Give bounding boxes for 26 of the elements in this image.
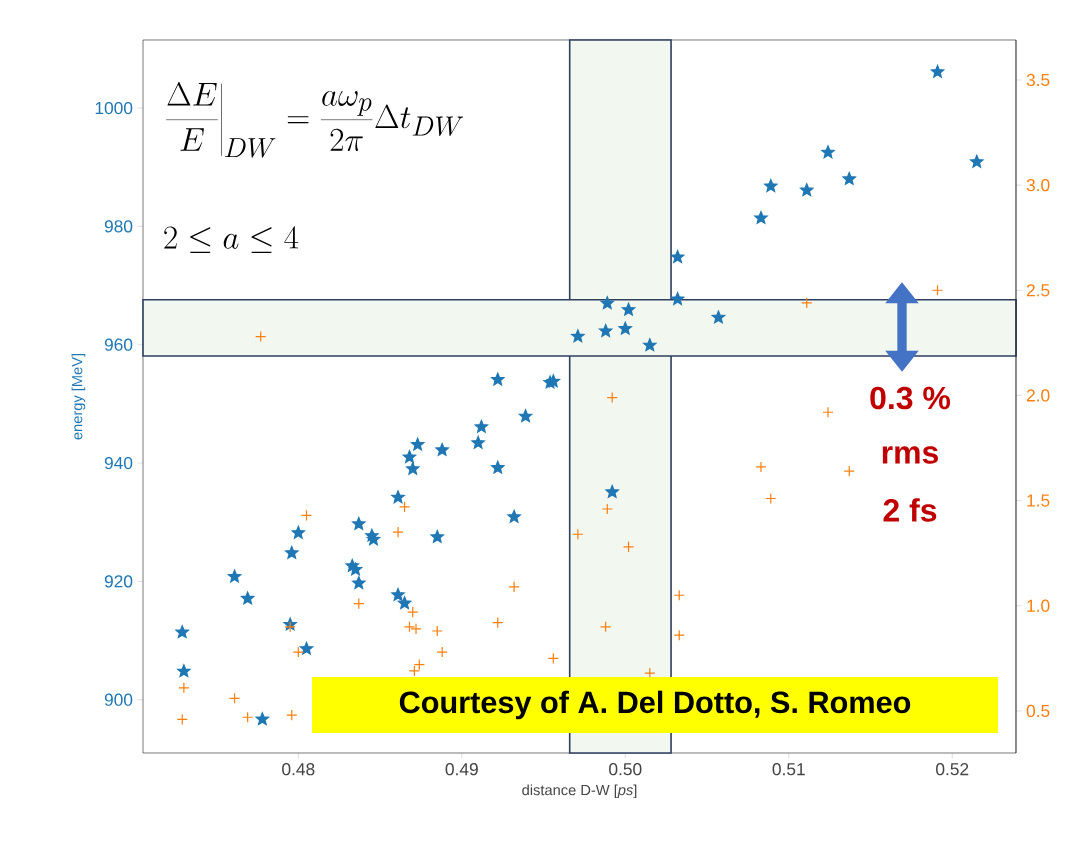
x-tick-label: 0.52 xyxy=(936,763,969,776)
x-tick-label: 0.49 xyxy=(445,763,478,776)
y-tick-label: 1000 xyxy=(95,101,133,115)
y-tick-label: 940 xyxy=(104,456,133,470)
y2-tick-label: 1.0 xyxy=(1027,599,1050,612)
y2-tick-label: 2.0 xyxy=(1026,389,1050,402)
x-axis-title: distance D-W [ps] xyxy=(522,784,637,799)
y2-tick-label: 2.5 xyxy=(1026,284,1050,297)
y-axis-title: energy [MeV] xyxy=(71,353,86,440)
x-tick-label: 0.50 xyxy=(609,763,642,776)
y2-tick-label: 0.5 xyxy=(1026,704,1050,718)
y-tick-label: 960 xyxy=(104,338,133,351)
annotation: $2 \le a \le 4$ xyxy=(164,226,299,253)
y-tick-label: 980 xyxy=(104,220,133,233)
x-tick-label: 0.48 xyxy=(282,763,315,776)
x-tick-label: 0.51 xyxy=(772,763,805,776)
y2-tick-label: 3.0 xyxy=(1026,178,1050,192)
annotation: 0.3 % xyxy=(870,386,951,410)
annotation: Courtesy of A. Del Dotto, S. Romeo xyxy=(399,690,911,720)
y-tick-label: 920 xyxy=(104,575,133,588)
y2-tick-label: 1.5 xyxy=(1027,494,1050,507)
annotation: $\left.\frac{\Delta E}{E}\right|_{DW} = \frac{a\omega_p}{2\pi}\Delta t_{DW}$ xyxy=(166,82,463,158)
y2-tick-label: 3.5 xyxy=(1026,73,1050,87)
annotation: rms xyxy=(882,446,939,464)
y-tick-label: 900 xyxy=(104,693,133,706)
annotation: 2 fs xyxy=(883,498,937,522)
